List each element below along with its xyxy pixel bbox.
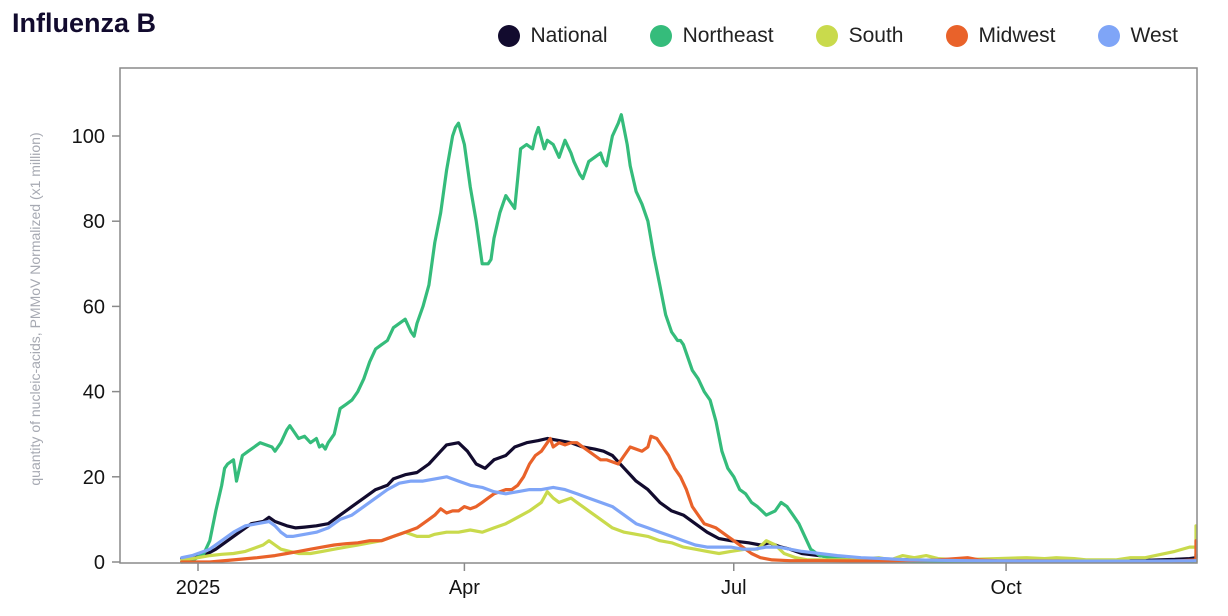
plot-frame <box>119 67 1198 564</box>
legend-swatch-northeast <box>649 25 672 47</box>
legend-item-midwest[interactable]: Midwest <box>945 24 1056 48</box>
legend-swatch-national <box>497 25 520 47</box>
legend-label-west: West <box>1130 24 1178 47</box>
legend-swatch-west <box>1097 25 1120 47</box>
x-tick-label: Jul <box>721 577 747 599</box>
series-line-west <box>180 475 1198 563</box>
series-line-south <box>180 490 1198 564</box>
series-group <box>180 113 1198 564</box>
y-tick-label: 80 <box>83 211 105 233</box>
legend-item-national[interactable]: National <box>497 24 608 48</box>
y-axis-label: quantity of nucleic-acids, PMMoV Normali… <box>27 132 43 485</box>
legend: National Northeast South Midwest West <box>497 24 1178 48</box>
y-tick-label: 100 <box>72 126 105 148</box>
legend-label-national: National <box>530 24 608 47</box>
y-tick-label: 20 <box>83 467 105 489</box>
series-line-midwest <box>180 434 1198 564</box>
x-tick-label: 2025 <box>176 577 221 599</box>
x-tick-label: Apr <box>449 577 480 599</box>
x-axis: 2025 Apr Jul Oct <box>176 563 1022 599</box>
series-line-northeast <box>180 113 1198 564</box>
legend-item-northeast[interactable]: Northeast <box>649 24 774 48</box>
legend-swatch-midwest <box>945 25 968 47</box>
legend-item-south[interactable]: South <box>815 24 904 48</box>
y-axis: 0 20 40 60 80 100 <box>72 126 120 574</box>
x-tick-label: Oct <box>991 577 1023 599</box>
chart-title: Influenza B <box>12 8 157 38</box>
legend-label-northeast: Northeast <box>682 24 774 47</box>
legend-swatch-south <box>815 25 838 47</box>
y-tick-label: 40 <box>83 382 105 404</box>
legend-item-west[interactable]: West <box>1097 24 1178 48</box>
legend-label-south: South <box>848 24 904 47</box>
y-tick-label: 60 <box>83 296 105 318</box>
legend-label-midwest: Midwest <box>978 24 1056 47</box>
y-tick-label: 0 <box>94 552 105 574</box>
